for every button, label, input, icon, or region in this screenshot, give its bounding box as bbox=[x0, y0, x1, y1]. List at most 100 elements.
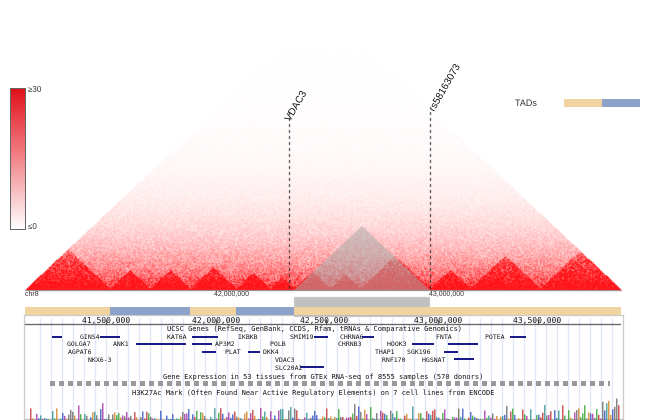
signal-bar bbox=[222, 413, 224, 420]
tads-legend-swatch-b bbox=[602, 99, 640, 107]
signal-bar bbox=[412, 406, 414, 420]
signal-bar bbox=[118, 412, 120, 420]
signal-bar bbox=[550, 411, 552, 420]
signal-bar bbox=[108, 414, 110, 420]
signal-bar bbox=[328, 418, 330, 420]
signal-bar bbox=[396, 410, 398, 420]
signal-bar bbox=[184, 413, 186, 420]
signal-bar bbox=[86, 415, 88, 420]
gene-label-plat: PLAT bbox=[225, 348, 241, 356]
signal-bar bbox=[588, 412, 590, 420]
signal-bar bbox=[464, 418, 466, 420]
signal-bar bbox=[262, 416, 264, 420]
signal-bar bbox=[556, 417, 558, 420]
signal-bar bbox=[442, 412, 444, 420]
gene-body bbox=[454, 358, 474, 360]
signal-bar bbox=[310, 417, 312, 420]
ruler-tick-42m: 42,000,000 bbox=[192, 316, 241, 325]
signal-bar bbox=[252, 409, 254, 420]
signal-bar bbox=[570, 417, 572, 420]
gene-label-chrna6: CHRNA6 bbox=[340, 333, 364, 341]
signal-bar bbox=[292, 417, 294, 420]
signal-bar bbox=[492, 413, 494, 420]
signal-bar bbox=[514, 414, 516, 420]
signal-bar bbox=[306, 412, 308, 420]
signal-bar bbox=[604, 410, 606, 420]
color-scale-max-label: ≥30 bbox=[28, 85, 42, 94]
signal-bar bbox=[134, 412, 136, 420]
signal-bar bbox=[176, 418, 178, 420]
signal-bar bbox=[592, 413, 594, 420]
signal-bar bbox=[172, 414, 174, 420]
signal-bar bbox=[554, 410, 556, 420]
gene-body bbox=[202, 351, 216, 353]
signal-bar bbox=[426, 411, 428, 420]
signal-bar bbox=[334, 416, 336, 420]
signal-bar bbox=[568, 410, 570, 420]
signal-bar bbox=[420, 413, 422, 420]
signal-bar bbox=[524, 414, 526, 420]
signal-bar bbox=[486, 417, 488, 420]
signal-bar bbox=[456, 417, 458, 420]
signal-bar bbox=[40, 415, 42, 420]
signal-bar bbox=[320, 418, 322, 420]
signal-bar bbox=[444, 409, 446, 420]
signal-bar bbox=[248, 418, 250, 420]
signal-bar bbox=[144, 418, 146, 420]
gtex-track-title: Gene Expression in 53 tissues from GTEx … bbox=[163, 373, 484, 381]
gene-body bbox=[300, 366, 324, 368]
signal-bar bbox=[496, 415, 498, 420]
signal-bar bbox=[74, 415, 76, 420]
signal-bar bbox=[90, 417, 92, 420]
ruler-tick-41-5m: 41,500,000 bbox=[82, 316, 131, 325]
gene-label-nkx6-3: NKX6-3 bbox=[88, 356, 112, 364]
signal-bar bbox=[202, 413, 204, 420]
signal-bar bbox=[234, 411, 236, 420]
gene-label-agpat6: AGPAT6 bbox=[68, 348, 92, 356]
signal-bar bbox=[36, 413, 38, 420]
signal-bar bbox=[340, 417, 342, 420]
signal-bar bbox=[590, 413, 592, 420]
signal-bar bbox=[494, 418, 496, 420]
gene-label-slc20a2: SLC20A2 bbox=[275, 364, 303, 372]
gene-body bbox=[412, 343, 434, 345]
signal-bar bbox=[182, 411, 184, 420]
signal-bar bbox=[446, 418, 448, 420]
signal-bar bbox=[508, 418, 510, 420]
signal-bar bbox=[186, 413, 188, 420]
signal-bar bbox=[94, 411, 96, 420]
signal-bar bbox=[480, 418, 482, 420]
signal-bar bbox=[294, 408, 296, 420]
signal-bar bbox=[230, 417, 232, 420]
signal-bar bbox=[196, 410, 198, 420]
signal-bar bbox=[454, 417, 456, 420]
signal-bar bbox=[80, 414, 82, 420]
signal-bar bbox=[410, 418, 412, 420]
signal-bar bbox=[114, 412, 116, 420]
signal-bar bbox=[376, 413, 378, 420]
signal-bar bbox=[212, 418, 214, 420]
gene-body bbox=[100, 336, 120, 338]
signal-bar bbox=[68, 414, 70, 420]
signal-bar bbox=[228, 412, 230, 420]
signal-bar bbox=[390, 410, 392, 420]
signal-bar bbox=[432, 410, 434, 420]
signal-bar bbox=[30, 408, 32, 420]
signal-bar bbox=[42, 418, 44, 420]
signal-bar bbox=[124, 416, 126, 420]
signal-bar bbox=[350, 416, 352, 420]
signal-bar bbox=[392, 413, 394, 420]
signal-bar bbox=[584, 405, 586, 420]
signal-bar bbox=[546, 415, 548, 420]
signal-bar bbox=[386, 415, 388, 420]
gene-label-sgk196: SGK196 bbox=[407, 348, 431, 356]
signal-bar bbox=[126, 412, 128, 420]
signal-bar bbox=[224, 418, 226, 420]
signal-bar bbox=[220, 408, 222, 420]
signal-bar bbox=[400, 418, 402, 420]
color-scale-bar bbox=[10, 88, 26, 230]
signal-bar bbox=[140, 417, 142, 420]
signal-bar bbox=[614, 406, 616, 420]
signal-bar bbox=[146, 411, 148, 420]
signal-bar bbox=[606, 403, 608, 420]
